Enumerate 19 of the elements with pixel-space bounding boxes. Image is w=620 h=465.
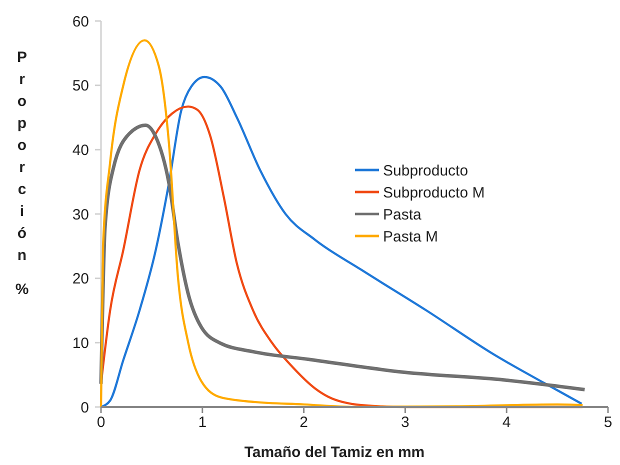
y-tick-label: 60: [72, 13, 89, 30]
legend-label: Subproducto M: [383, 184, 485, 202]
legend-label: Pasta: [383, 206, 422, 224]
x-tick-label: 4: [502, 414, 511, 431]
y-tick-label: 0: [80, 399, 89, 416]
y-tick-label: 40: [72, 142, 89, 159]
x-tick-label: 3: [401, 414, 410, 431]
legend-label: Subproducto: [383, 162, 468, 180]
text: Proporción %: [15, 49, 29, 298]
x-tick-label: 5: [604, 414, 612, 431]
y-tick-label: 30: [72, 206, 89, 224]
x-tick-label: 1: [198, 414, 207, 431]
y-tick-label: 50: [72, 78, 89, 95]
y-tick-label: 20: [72, 270, 89, 288]
y-tick-label: 10: [72, 334, 89, 352]
x-tick-label: 2: [300, 414, 308, 431]
x-tick-label: 0: [96, 414, 106, 431]
x-axis-title: Tamaño del Tamiz en mm: [244, 444, 425, 461]
legend-label: Pasta M: [383, 228, 438, 246]
